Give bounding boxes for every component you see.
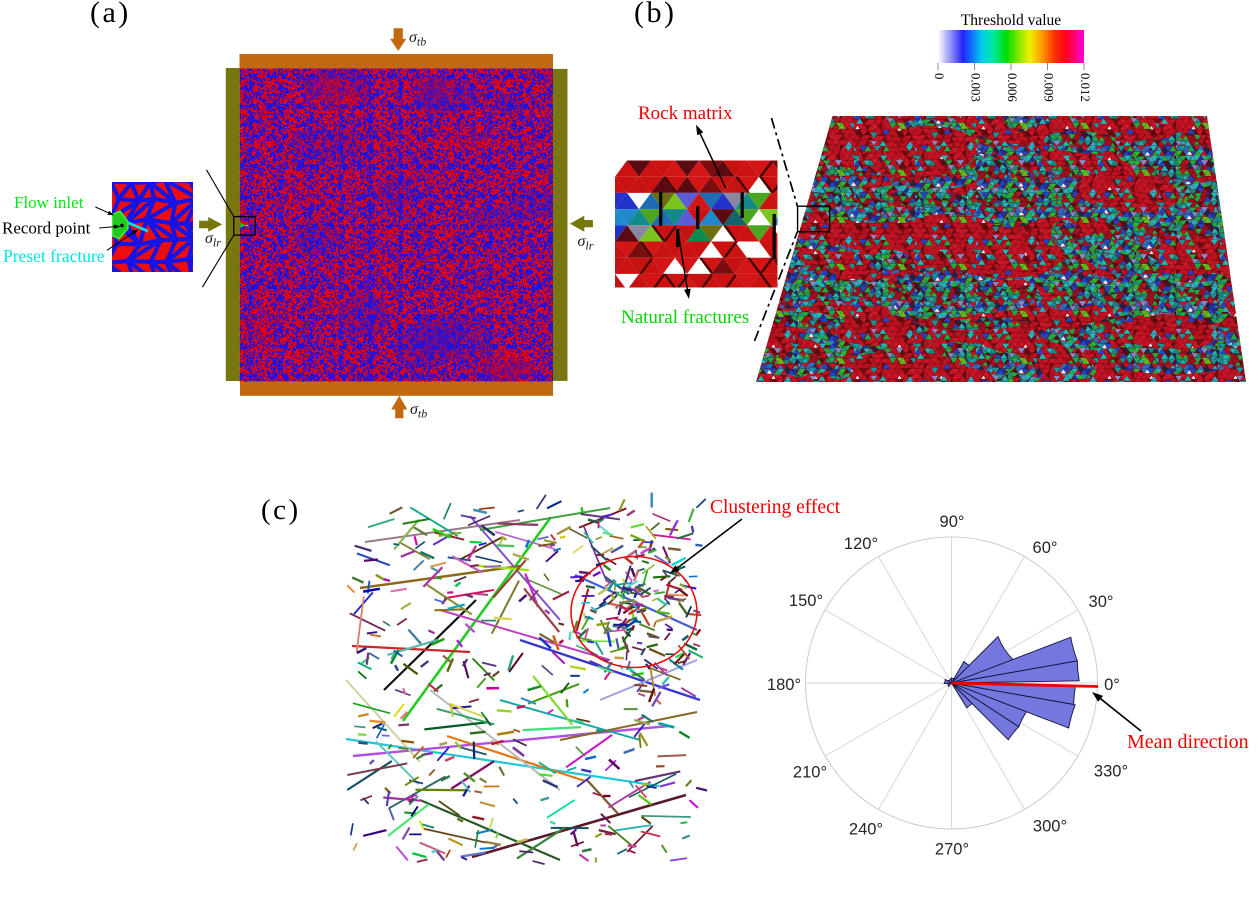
svg-text:60°: 60° (1033, 539, 1058, 557)
svg-text:(c): (c) (261, 494, 301, 526)
svg-text:0.006: 0.006 (1005, 73, 1019, 102)
svg-text:300°: 300° (1033, 817, 1067, 835)
svg-text:90°: 90° (940, 513, 965, 531)
svg-text:30°: 30° (1089, 593, 1114, 611)
svg-text:Record point: Record point (2, 219, 91, 238)
svg-text:(a): (a) (90, 0, 131, 29)
svg-text:Preset fracture: Preset fracture (3, 246, 105, 266)
svg-text:270°: 270° (935, 840, 969, 858)
svg-text:σlr: σlr (578, 233, 594, 253)
svg-text:σlr: σlr (205, 230, 221, 250)
svg-text:Natural fractures: Natural fractures (621, 307, 749, 328)
svg-text:Flow inlet: Flow inlet (14, 193, 84, 212)
svg-text:σtb: σtb (409, 29, 426, 49)
svg-text:330°: 330° (1094, 762, 1128, 780)
svg-text:Clustering effect: Clustering effect (710, 497, 841, 518)
svg-text:0.012: 0.012 (1078, 73, 1092, 102)
svg-text:Threshold value: Threshold value (961, 12, 1061, 29)
svg-text:0.009: 0.009 (1042, 73, 1056, 102)
svg-text:0°: 0° (1104, 676, 1120, 694)
svg-text:σtb: σtb (410, 401, 427, 421)
svg-text:120°: 120° (844, 535, 878, 553)
svg-text:(b): (b) (634, 0, 676, 29)
svg-text:Rock matrix: Rock matrix (638, 103, 733, 124)
svg-text:180°: 180° (767, 676, 801, 694)
svg-text:150°: 150° (789, 592, 823, 610)
svg-text:Mean direction: Mean direction (1127, 731, 1249, 753)
svg-text:0: 0 (932, 73, 946, 79)
svg-text:0.003: 0.003 (969, 73, 983, 102)
svg-text:240°: 240° (849, 820, 883, 838)
svg-text:210°: 210° (793, 763, 827, 781)
